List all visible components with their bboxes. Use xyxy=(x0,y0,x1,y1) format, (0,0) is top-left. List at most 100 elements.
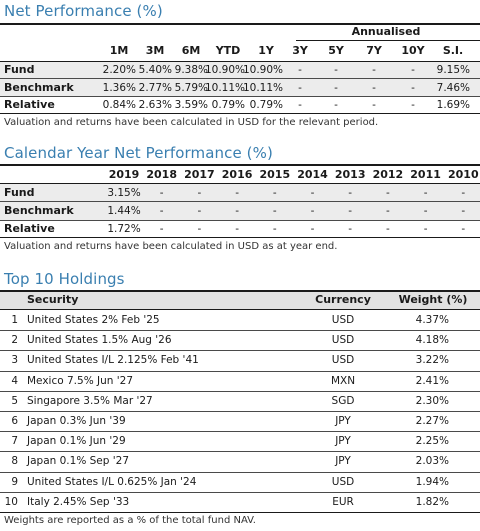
holding-security: United States I/L 0.625% Jan '24 xyxy=(27,475,197,488)
calendar-performance-cell: - xyxy=(348,187,353,199)
net-performance-row-divider-2 xyxy=(0,96,480,97)
net-performance-cell: - xyxy=(334,64,338,76)
calendar-performance-row-label: Benchmark xyxy=(4,204,74,217)
holding-rank: 4 xyxy=(11,374,18,387)
net-performance-header-rule xyxy=(0,61,480,62)
net-performance-row-label: Benchmark xyxy=(4,81,74,94)
calendar-performance-cell: - xyxy=(310,223,315,235)
calendar-performance-cell: 1.44% xyxy=(107,205,141,217)
calendar-performance-cell: - xyxy=(235,223,239,235)
net-performance-cell: 9.38% xyxy=(174,64,208,76)
calendar-performance-cell: - xyxy=(197,223,202,235)
holding-security: United States I/L 2.125% Feb '41 xyxy=(27,354,199,367)
net-performance-cell: 10.11% xyxy=(242,82,283,94)
holding-weight: 2.41% xyxy=(415,374,449,387)
calendar-performance-cell: 3.15% xyxy=(107,187,141,199)
holding-security: United States 2% Feb '25 xyxy=(27,314,160,326)
holding-rank: 1 xyxy=(11,314,18,326)
holding-rank: 6 xyxy=(11,415,18,427)
net-performance-col-1m: 1M xyxy=(109,44,129,57)
net-performance-cell: 0.84% xyxy=(102,99,136,111)
holding-rank: 9 xyxy=(11,475,18,488)
calendar-col-2018: 2018 xyxy=(146,168,177,181)
holding-rank: 5 xyxy=(11,394,18,407)
calendar-performance-cell: - xyxy=(423,223,428,235)
holding-rank: 2 xyxy=(11,334,18,347)
top-holdings-title: Top 10 Holdings xyxy=(4,270,125,288)
calendar-performance-cell: - xyxy=(348,205,353,217)
calendar-performance-cell: - xyxy=(385,223,390,235)
net-performance-col-ytd: YTD xyxy=(215,44,241,57)
net-performance-top-rule xyxy=(0,23,480,25)
net-performance-row-divider-1 xyxy=(0,78,480,79)
calendar-performance-cell: - xyxy=(272,205,277,217)
holding-weight: 3.22% xyxy=(415,354,449,367)
net-performance-cell: - xyxy=(298,82,302,94)
calendar-performance-cell: - xyxy=(159,205,164,217)
net-performance-title: Net Performance (%) xyxy=(4,2,163,20)
top-holdings-bottom-rule xyxy=(0,512,480,513)
calendar-performance-row-label: Fund xyxy=(4,186,35,199)
calendar-performance-cell: - xyxy=(385,205,390,217)
calendar-performance-row-divider-1 xyxy=(0,201,480,202)
calendar-performance-cell: - xyxy=(461,187,466,199)
net-performance-cell: - xyxy=(298,99,302,111)
net-performance-col-7y: 7Y xyxy=(366,44,382,57)
holding-rank: 8 xyxy=(11,455,18,468)
calendar-performance-cell: - xyxy=(348,223,353,235)
holding-rank: 10 xyxy=(4,495,18,508)
holding-row-divider xyxy=(0,451,480,453)
calendar-performance-cell: - xyxy=(423,205,428,217)
calendar-col-2011: 2011 xyxy=(410,168,441,181)
holding-currency: JPY xyxy=(335,415,351,427)
net-performance-col-3m: 3M xyxy=(145,44,165,57)
calendar-col-2019: 2019 xyxy=(108,168,140,181)
holding-currency: USD xyxy=(331,354,355,367)
net-performance-cell: - xyxy=(334,99,338,111)
holding-row-divider xyxy=(0,370,480,372)
net-performance-cell: 9.15% xyxy=(436,64,470,76)
net-performance-cell: 1.69% xyxy=(436,99,470,111)
top-holdings-top-rule xyxy=(0,290,480,292)
calendar-performance-bottom-rule xyxy=(0,237,480,238)
holding-row-divider xyxy=(0,411,480,412)
net-performance-cell: 1.36% xyxy=(102,82,136,94)
calendar-col-2014: 2014 xyxy=(297,168,328,181)
holding-currency: EUR xyxy=(332,495,354,508)
net-performance-cell: - xyxy=(372,99,376,111)
calendar-col-2016: 2016 xyxy=(221,168,253,181)
holding-rank: 3 xyxy=(11,354,18,367)
calendar-performance-header-rule xyxy=(0,183,480,184)
net-performance-cell: - xyxy=(372,82,376,94)
calendar-performance-cell: - xyxy=(159,223,164,235)
holding-currency: USD xyxy=(331,314,355,326)
holding-weight: 2.03% xyxy=(415,455,449,468)
calendar-col-2012: 2012 xyxy=(372,168,404,181)
calendar-performance-cell: - xyxy=(423,187,428,199)
net-performance-cell: 7.46% xyxy=(436,82,470,94)
holding-currency: JPY xyxy=(335,435,351,448)
top-holdings-header-band xyxy=(0,292,480,309)
calendar-performance-cell: - xyxy=(272,187,277,199)
net-performance-row-label: Relative xyxy=(4,98,55,111)
net-performance-note: Valuation and returns have been calculat… xyxy=(4,117,379,128)
top-holdings-header-rule xyxy=(0,309,480,310)
net-performance-cell: 2.63% xyxy=(138,99,172,111)
holdings-header-security: Security xyxy=(27,293,79,306)
net-performance-cell: - xyxy=(334,82,338,94)
calendar-performance-cell: - xyxy=(272,223,277,235)
calendar-performance-cell: - xyxy=(310,205,315,217)
holding-security: Singapore 3.5% Mar '27 xyxy=(27,394,153,407)
calendar-col-2013: 2013 xyxy=(334,168,366,181)
net-performance-cell: - xyxy=(298,64,302,76)
net-performance-col-5y: 5Y xyxy=(328,44,344,57)
calendar-performance-top-rule xyxy=(0,164,480,166)
holding-security: Japan 0.1% Jun '29 xyxy=(27,435,126,448)
net-performance-cell: 10.90% xyxy=(242,64,283,76)
calendar-performance-cell: - xyxy=(310,187,315,199)
holding-row-divider xyxy=(0,350,480,352)
top-holdings-note: Weights are reported as a % of the total… xyxy=(4,515,256,526)
holding-security: United States 1.5% Aug '26 xyxy=(27,334,172,347)
calendar-col-2010: 2010 xyxy=(447,168,479,181)
net-performance-col-10y: 10Y xyxy=(401,44,425,57)
